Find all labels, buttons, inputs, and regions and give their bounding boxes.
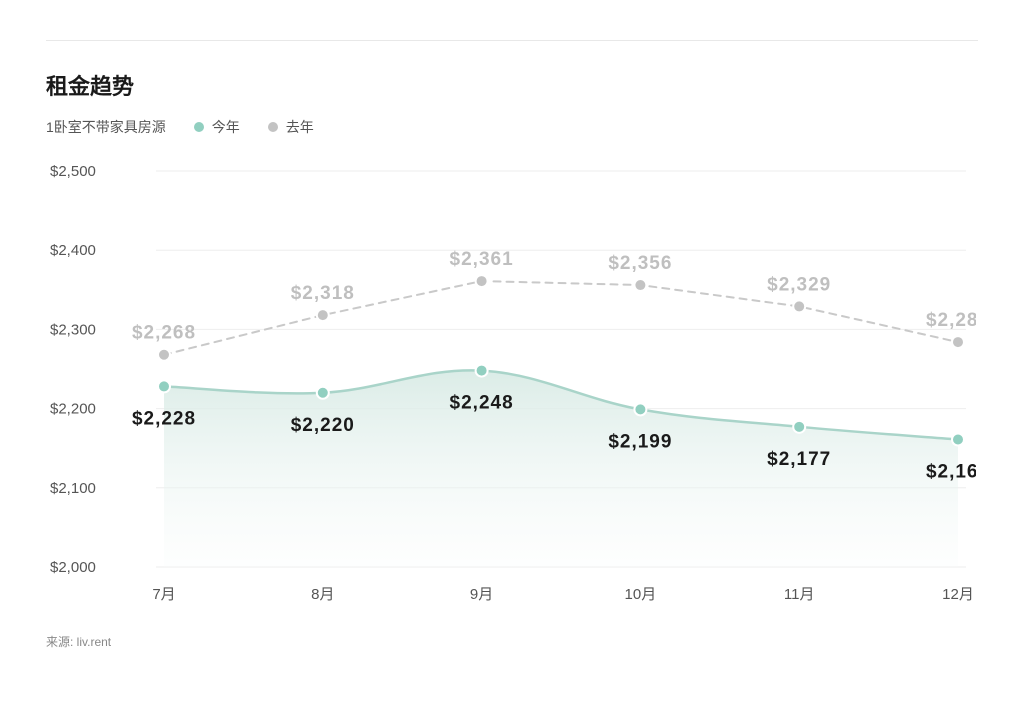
rent-trend-chart: $2,000 $2,100 $2,200 $2,300 $2,400 $2,500 $2,2… (46, 147, 976, 627)
x-tick-label: 10月 (625, 586, 657, 603)
svg-text:$2,100: $2,100 (50, 480, 96, 497)
marker-last-year (952, 336, 964, 348)
data-label-last-year: $2,361 (450, 249, 514, 270)
marker-this-year (476, 365, 488, 377)
svg-text:$2,400: $2,400 (50, 242, 96, 259)
marker-this-year (793, 421, 805, 433)
x-tick-label: 11月 (784, 586, 815, 603)
svg-text:$2,200: $2,200 (50, 401, 96, 418)
legend-last-year: 去年 (268, 117, 314, 137)
data-label-this-year: $2,248 (450, 393, 514, 414)
marker-last-year (476, 275, 488, 287)
chart-subheader: 1卧室不带家具房源 今年 去年 (46, 117, 978, 137)
data-label-this-year: $2,220 (291, 415, 355, 436)
data-label-last-year: $2,356 (608, 253, 672, 274)
data-label-this-year: $2,177 (767, 449, 831, 470)
marker-last-year (317, 309, 329, 321)
chart-card: 租金趋势 1卧室不带家具房源 今年 去年 $2,000$2,100$2,200$… (0, 0, 1024, 670)
data-label-last-year: $2,268 (132, 323, 196, 344)
legend-dot-last-year (268, 122, 278, 132)
x-tick-label: 12月 (942, 586, 974, 603)
chart-subtitle: 1卧室不带家具房源 (46, 117, 166, 137)
marker-last-year (158, 349, 170, 361)
svg-text:$2,300: $2,300 (50, 321, 96, 338)
data-label-this-year: $2,161 (926, 461, 976, 482)
data-label-last-year: $2,318 (291, 283, 355, 304)
legend-dot-this-year (194, 122, 204, 132)
marker-last-year (793, 300, 805, 312)
x-tick-label: 7月 (152, 586, 175, 603)
marker-last-year (634, 279, 646, 291)
marker-this-year (317, 387, 329, 399)
marker-this-year (158, 380, 170, 392)
data-label-this-year: $2,228 (132, 408, 196, 429)
legend-this-year: 今年 (194, 117, 240, 137)
chart-title: 租金趋势 (46, 69, 978, 101)
legend-label-this-year: 今年 (212, 117, 240, 137)
svg-text:$2,000: $2,000 (50, 559, 96, 576)
marker-this-year (634, 403, 646, 415)
data-label-this-year: $2,199 (608, 431, 672, 452)
x-tick-label: 8月 (311, 586, 334, 603)
marker-this-year (952, 433, 964, 445)
chart-area: $2,000 $2,100 $2,200 $2,300 $2,400 $2,500 $2,2… (46, 147, 976, 627)
legend-label-last-year: 去年 (286, 117, 314, 137)
series-area-this-year (164, 370, 958, 567)
x-tick-label: 9月 (470, 586, 493, 603)
data-label-last-year: $2,284 (926, 310, 976, 331)
data-label-last-year: $2,329 (767, 274, 831, 295)
svg-text:$2,500: $2,500 (50, 163, 96, 180)
chart-source: 来源: liv.rent (46, 633, 978, 650)
divider (46, 40, 978, 41)
series-line-last-year (164, 281, 958, 355)
